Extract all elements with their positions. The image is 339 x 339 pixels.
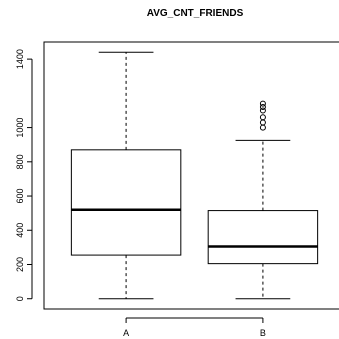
y-tick-label: 400 — [15, 223, 25, 238]
chart-title: AVG_CNT_FRIENDS — [147, 8, 244, 19]
iqr-box — [70, 149, 182, 256]
outlier-point — [259, 104, 266, 111]
boxes — [70, 51, 319, 300]
y-tick-label: 0 — [15, 296, 25, 301]
y-axis: 0 200 400 600 800 1000 1400 — [15, 49, 33, 301]
outlier-point — [259, 114, 266, 121]
y-tick-label: 800 — [15, 154, 25, 169]
box-B — [207, 100, 319, 300]
y-tick-label: 200 — [15, 257, 25, 272]
outlier-point — [259, 119, 266, 126]
box-A — [70, 51, 182, 300]
y-tick-label: 1000 — [15, 118, 25, 138]
y-tick-label: 600 — [15, 189, 25, 204]
y-tick-label: 1400 — [15, 49, 25, 69]
x-tick-label: B — [260, 328, 266, 338]
x-tick-label: A — [123, 328, 129, 338]
outlier-point — [259, 124, 266, 131]
iqr-box — [207, 210, 319, 265]
outlier-point — [259, 100, 266, 107]
plot-frame — [43, 41, 339, 310]
outlier-point — [259, 107, 266, 114]
